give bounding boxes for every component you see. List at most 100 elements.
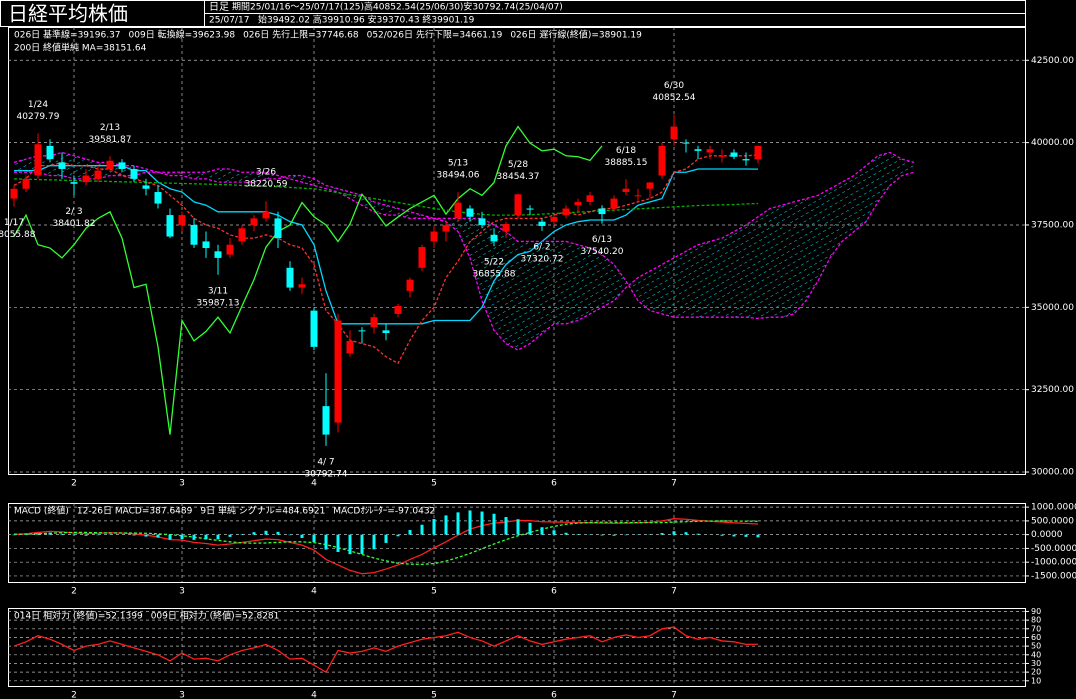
cloud xyxy=(554,241,566,324)
x-tick-label: 6 xyxy=(551,479,557,489)
x-tick-label: 7 xyxy=(671,479,677,489)
candle-body xyxy=(526,208,534,210)
x-tick-label: 5 xyxy=(431,479,437,489)
x-tick-label: 4 xyxy=(311,587,317,597)
histogram-bar xyxy=(228,534,232,537)
y-tick-label: 50 xyxy=(1031,642,1041,651)
legend-entry: 009日 相対力 (終値)=52.8281 xyxy=(151,610,280,622)
histogram-bar xyxy=(144,534,148,537)
value-label: 30792.74 xyxy=(305,469,348,479)
cloud xyxy=(902,159,914,176)
x-tick-label: 2 xyxy=(71,479,77,489)
indicator-line xyxy=(13,125,603,435)
date-label: 2/ 3 xyxy=(65,207,82,217)
cloud xyxy=(314,178,326,189)
histogram-bar xyxy=(168,534,172,540)
cloud xyxy=(710,238,722,318)
y-tick-label: 500.0000 xyxy=(1031,516,1074,526)
legend-entry: 026日 基準線=39196.37 xyxy=(14,29,121,41)
legend-entry: 052/026日 先行下限=34661.19 xyxy=(367,29,503,41)
cloud xyxy=(794,198,806,314)
histogram-bar xyxy=(684,532,688,535)
y-tick-label: 40 xyxy=(1031,650,1041,659)
histogram-bar xyxy=(180,534,184,540)
histogram-bar xyxy=(552,530,556,535)
cloud xyxy=(410,211,422,219)
candle-body xyxy=(142,185,150,189)
value-label: 39581.87 xyxy=(89,135,132,145)
histogram-bar xyxy=(384,534,388,543)
histogram-bar xyxy=(84,534,88,536)
candle-body xyxy=(466,208,474,217)
histogram-bar xyxy=(528,522,532,535)
candle-body xyxy=(166,215,174,237)
y-tick-label: 40000.00 xyxy=(1031,138,1074,148)
candle-body xyxy=(274,218,282,239)
histogram-bar xyxy=(600,534,604,536)
cloud xyxy=(182,172,194,179)
candle-body xyxy=(418,247,426,268)
cloud xyxy=(530,241,542,344)
histogram-bar xyxy=(444,515,448,535)
timeframe: 日足 xyxy=(209,1,229,13)
cloud xyxy=(170,172,182,176)
legend-entry: 026日 遅行線(終値)=38901.19 xyxy=(510,29,642,41)
x-tick-label: 7 xyxy=(671,691,677,699)
y-tick-label: -1000.0000 xyxy=(1031,558,1076,568)
candle-body xyxy=(754,145,762,160)
cloud xyxy=(218,168,230,183)
date-label: 4/ 7 xyxy=(317,457,334,467)
date-label: 1/17 xyxy=(4,218,24,228)
candle-body xyxy=(70,182,78,184)
cloud xyxy=(374,201,386,216)
date-label: 3/26 xyxy=(256,168,276,178)
candle-body xyxy=(130,168,138,179)
cloud xyxy=(206,168,218,183)
candle-body xyxy=(574,201,582,206)
candle-body xyxy=(598,208,606,215)
candle-body xyxy=(322,406,330,435)
date-label: 1/24 xyxy=(28,100,48,110)
histogram-bar xyxy=(276,531,280,535)
candle-body xyxy=(694,149,702,151)
x-tick-label: 4 xyxy=(311,479,317,489)
cloud xyxy=(458,218,470,258)
cloud xyxy=(194,172,206,179)
y-tick-label: 37500.00 xyxy=(1031,220,1074,230)
cloud xyxy=(614,264,626,301)
candle-body xyxy=(214,251,222,258)
cloud xyxy=(842,175,854,242)
legend-entry: MACDｵｼﾚｰﾀｰ=-97.0432 xyxy=(333,506,435,517)
candle-body xyxy=(178,215,186,225)
legend-entry: MACD (終値) xyxy=(14,505,69,517)
candle-body xyxy=(454,202,462,219)
panel-frame xyxy=(8,503,1026,583)
value-label: 40279.79 xyxy=(17,112,60,122)
date-label: 6/30 xyxy=(664,81,684,91)
histogram-bar xyxy=(36,533,40,535)
candle-body xyxy=(622,188,630,193)
candle-body xyxy=(706,149,714,153)
date-label: 5/13 xyxy=(448,159,468,169)
cloud xyxy=(566,241,578,324)
indicator-line xyxy=(13,154,759,365)
date-label: 6/ 2 xyxy=(533,242,550,252)
candle-body xyxy=(550,217,558,222)
cloud xyxy=(818,188,830,281)
candle-body xyxy=(82,175,90,183)
cloud xyxy=(638,271,650,311)
histogram-bar xyxy=(612,534,616,536)
histogram-bar xyxy=(252,532,256,535)
value-label: 38055.88 xyxy=(0,230,36,240)
histogram-bar xyxy=(408,529,412,535)
cloud xyxy=(230,168,242,183)
histogram-bar xyxy=(432,518,436,535)
candle-body xyxy=(10,188,18,199)
cloud xyxy=(854,165,866,232)
histogram-bar xyxy=(372,534,376,550)
x-tick-label: 3 xyxy=(179,691,185,699)
candle-body xyxy=(730,152,738,157)
indicator-line xyxy=(13,151,915,351)
histogram-bar xyxy=(300,534,304,538)
